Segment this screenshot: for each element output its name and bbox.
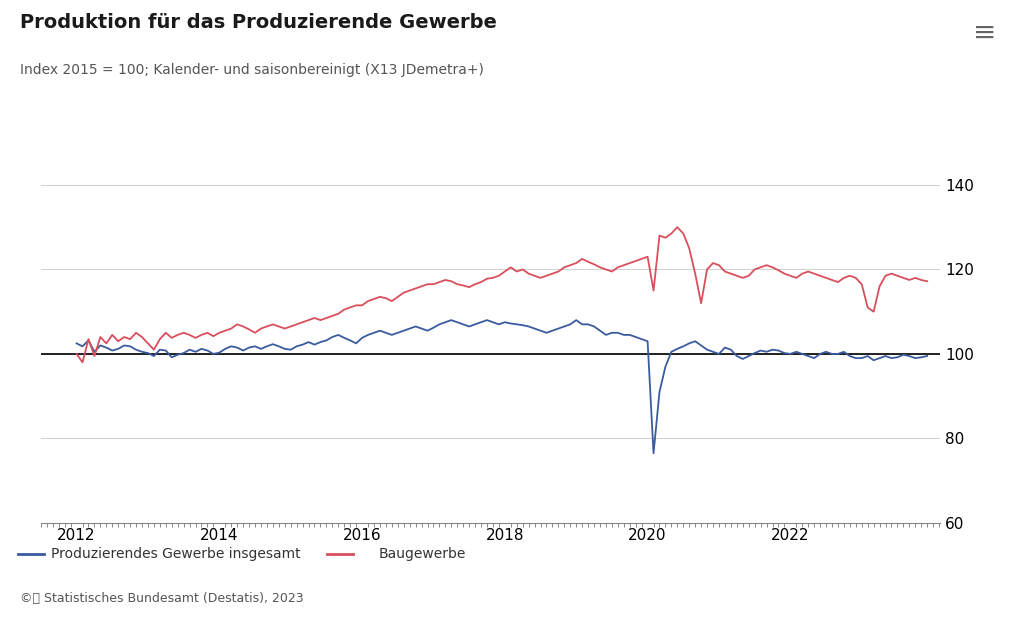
Text: ©📊 Statistisches Bundesamt (Destatis), 2023: ©📊 Statistisches Bundesamt (Destatis), 2… [20, 592, 305, 605]
Text: Produktion für das Produzierende Gewerbe: Produktion für das Produzierende Gewerbe [20, 13, 498, 32]
Text: Index 2015 = 100; Kalender- und saisonbereinigt (X13 JDemetra+): Index 2015 = 100; Kalender- und saisonbe… [20, 63, 484, 77]
Text: ≡: ≡ [973, 19, 996, 47]
Text: Baugewerbe: Baugewerbe [378, 547, 465, 561]
Text: Produzierendes Gewerbe insgesamt: Produzierendes Gewerbe insgesamt [51, 547, 300, 561]
